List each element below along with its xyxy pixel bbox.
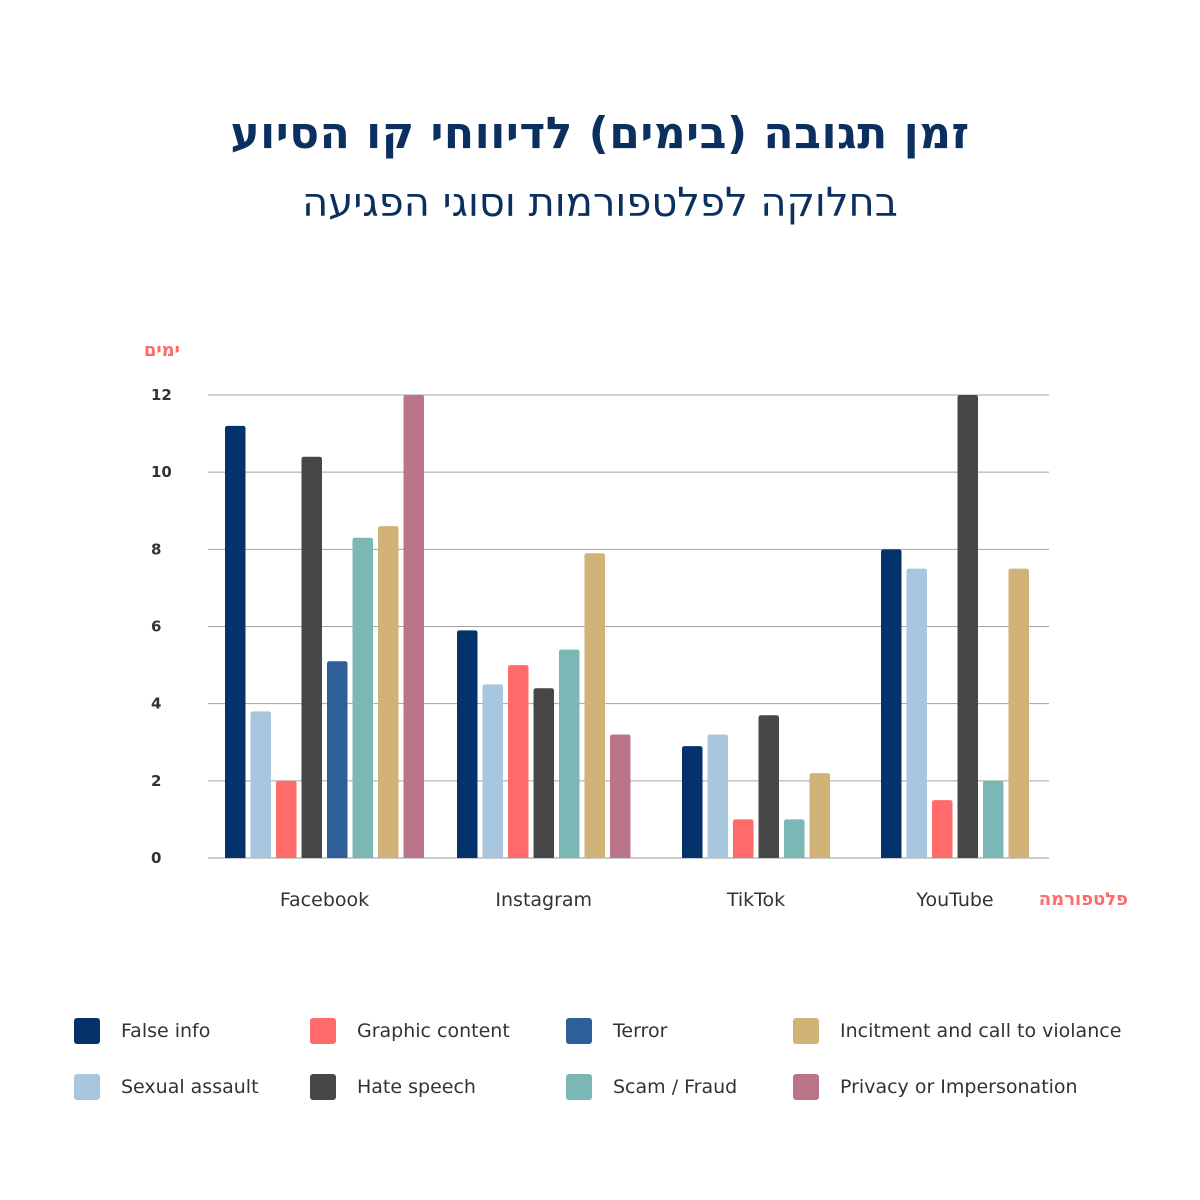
bar-instagram-privacy-or-impersonation	[610, 734, 631, 858]
y-tick-label: 10	[151, 463, 172, 481]
legend-swatch	[74, 1074, 100, 1100]
legend-swatch	[793, 1074, 819, 1100]
legend-item-privacy-or-impersonation: Privacy or Impersonation	[793, 1072, 1078, 1102]
bar-youtube-graphic-content	[932, 800, 953, 858]
legend-swatch	[793, 1018, 819, 1044]
bar-facebook-sexual-assault	[250, 711, 271, 858]
y-tick-label: 4	[151, 695, 161, 713]
legend-item-terror: Terror	[566, 1016, 667, 1046]
legend-label: Terror	[613, 1020, 668, 1042]
legend-swatch	[566, 1018, 592, 1044]
category-labels: Facebook Instagram TikTok YouTube	[280, 889, 994, 911]
legend-swatch	[74, 1018, 100, 1044]
bar-facebook-privacy-or-impersonation	[403, 395, 424, 858]
bar-tiktok-scam-fraud	[784, 819, 805, 858]
bar-tiktok-false-info	[682, 746, 703, 858]
bar-youtube-scam-fraud	[983, 780, 1004, 858]
category-label-instagram: Instagram	[495, 889, 592, 911]
bar-facebook-scam-fraud	[352, 537, 373, 858]
bar-tiktok-hate-speech	[758, 715, 779, 858]
legend-item-false-info: False info	[74, 1016, 210, 1046]
bar-instagram-hate-speech	[533, 688, 554, 858]
legend-label: False info	[121, 1020, 211, 1042]
legend-swatch	[310, 1074, 336, 1100]
legend-label: Scam / Fraud	[613, 1076, 738, 1098]
bar-youtube-sexual-assault	[906, 568, 927, 858]
bar-facebook-incitment-and-call-to-violance	[378, 526, 399, 858]
legend-label: Privacy or Impersonation	[840, 1076, 1078, 1098]
legend-item-scam-fraud: Scam / Fraud	[566, 1072, 737, 1102]
legend-label: Hate speech	[357, 1076, 476, 1098]
y-tick-label: 8	[151, 540, 161, 558]
legend-swatch	[566, 1074, 592, 1100]
legend-item-hate-speech: Hate speech	[310, 1072, 476, 1102]
legend-label: Incitment and call to violance	[840, 1020, 1122, 1042]
bar-facebook-hate-speech	[301, 456, 322, 858]
legend-label: Graphic content	[357, 1020, 510, 1042]
bar-facebook-graphic-content	[276, 780, 297, 858]
y-tick-label: 12	[151, 386, 172, 404]
bar-facebook-false-info	[225, 425, 246, 858]
bar-tiktok-graphic-content	[733, 819, 754, 858]
bar-tiktok-sexual-assault	[707, 734, 728, 858]
chart-title: זמן תגובה (בימים) לדיווחי קו הסיוע	[230, 108, 970, 159]
legend-item-graphic-content: Graphic content	[310, 1016, 510, 1046]
bar-instagram-sexual-assault	[482, 684, 503, 858]
legend-item-sexual-assault: Sexual assault	[74, 1072, 259, 1102]
legend: False info Graphic content Terror Incitment…	[74, 1014, 1134, 1124]
bar-youtube-hate-speech	[957, 395, 978, 858]
bar-tiktok-incitment-and-call-to-violance	[809, 773, 830, 858]
bar-chart: 0 2 4 6 8 10 12 Facebook Instagram TikTok YouTube	[151, 386, 1049, 911]
bar-instagram-false-info	[457, 630, 478, 858]
legend-label: Sexual assault	[121, 1076, 259, 1098]
bar-facebook-terror	[327, 661, 348, 858]
category-label-facebook: Facebook	[280, 889, 369, 911]
y-tick-label: 0	[151, 849, 161, 867]
y-tick-label: 2	[151, 772, 161, 790]
legend-item-incitment-and-call-to-violance: Incitment and call to violance	[793, 1016, 1121, 1046]
legend-swatch	[310, 1018, 336, 1044]
category-label-youtube: YouTube	[915, 889, 993, 911]
y-tick-labels: 0 2 4 6 8 10 12	[151, 386, 172, 867]
y-axis-title: ימים	[143, 340, 180, 361]
bar-youtube-false-info	[881, 549, 902, 858]
x-axis-title: פלטפורמה	[1038, 889, 1128, 910]
bars	[225, 395, 1029, 858]
y-tick-label: 6	[151, 618, 161, 636]
bar-instagram-scam-fraud	[559, 649, 580, 858]
bar-instagram-graphic-content	[508, 665, 529, 858]
bar-youtube-incitment-and-call-to-violance	[1008, 568, 1029, 858]
chart-subtitle: בחלוקה לפלטפורמות וסוגי הפגיעה	[302, 180, 898, 226]
bar-instagram-incitment-and-call-to-violance	[584, 553, 605, 858]
category-label-tiktok: TikTok	[726, 889, 785, 911]
